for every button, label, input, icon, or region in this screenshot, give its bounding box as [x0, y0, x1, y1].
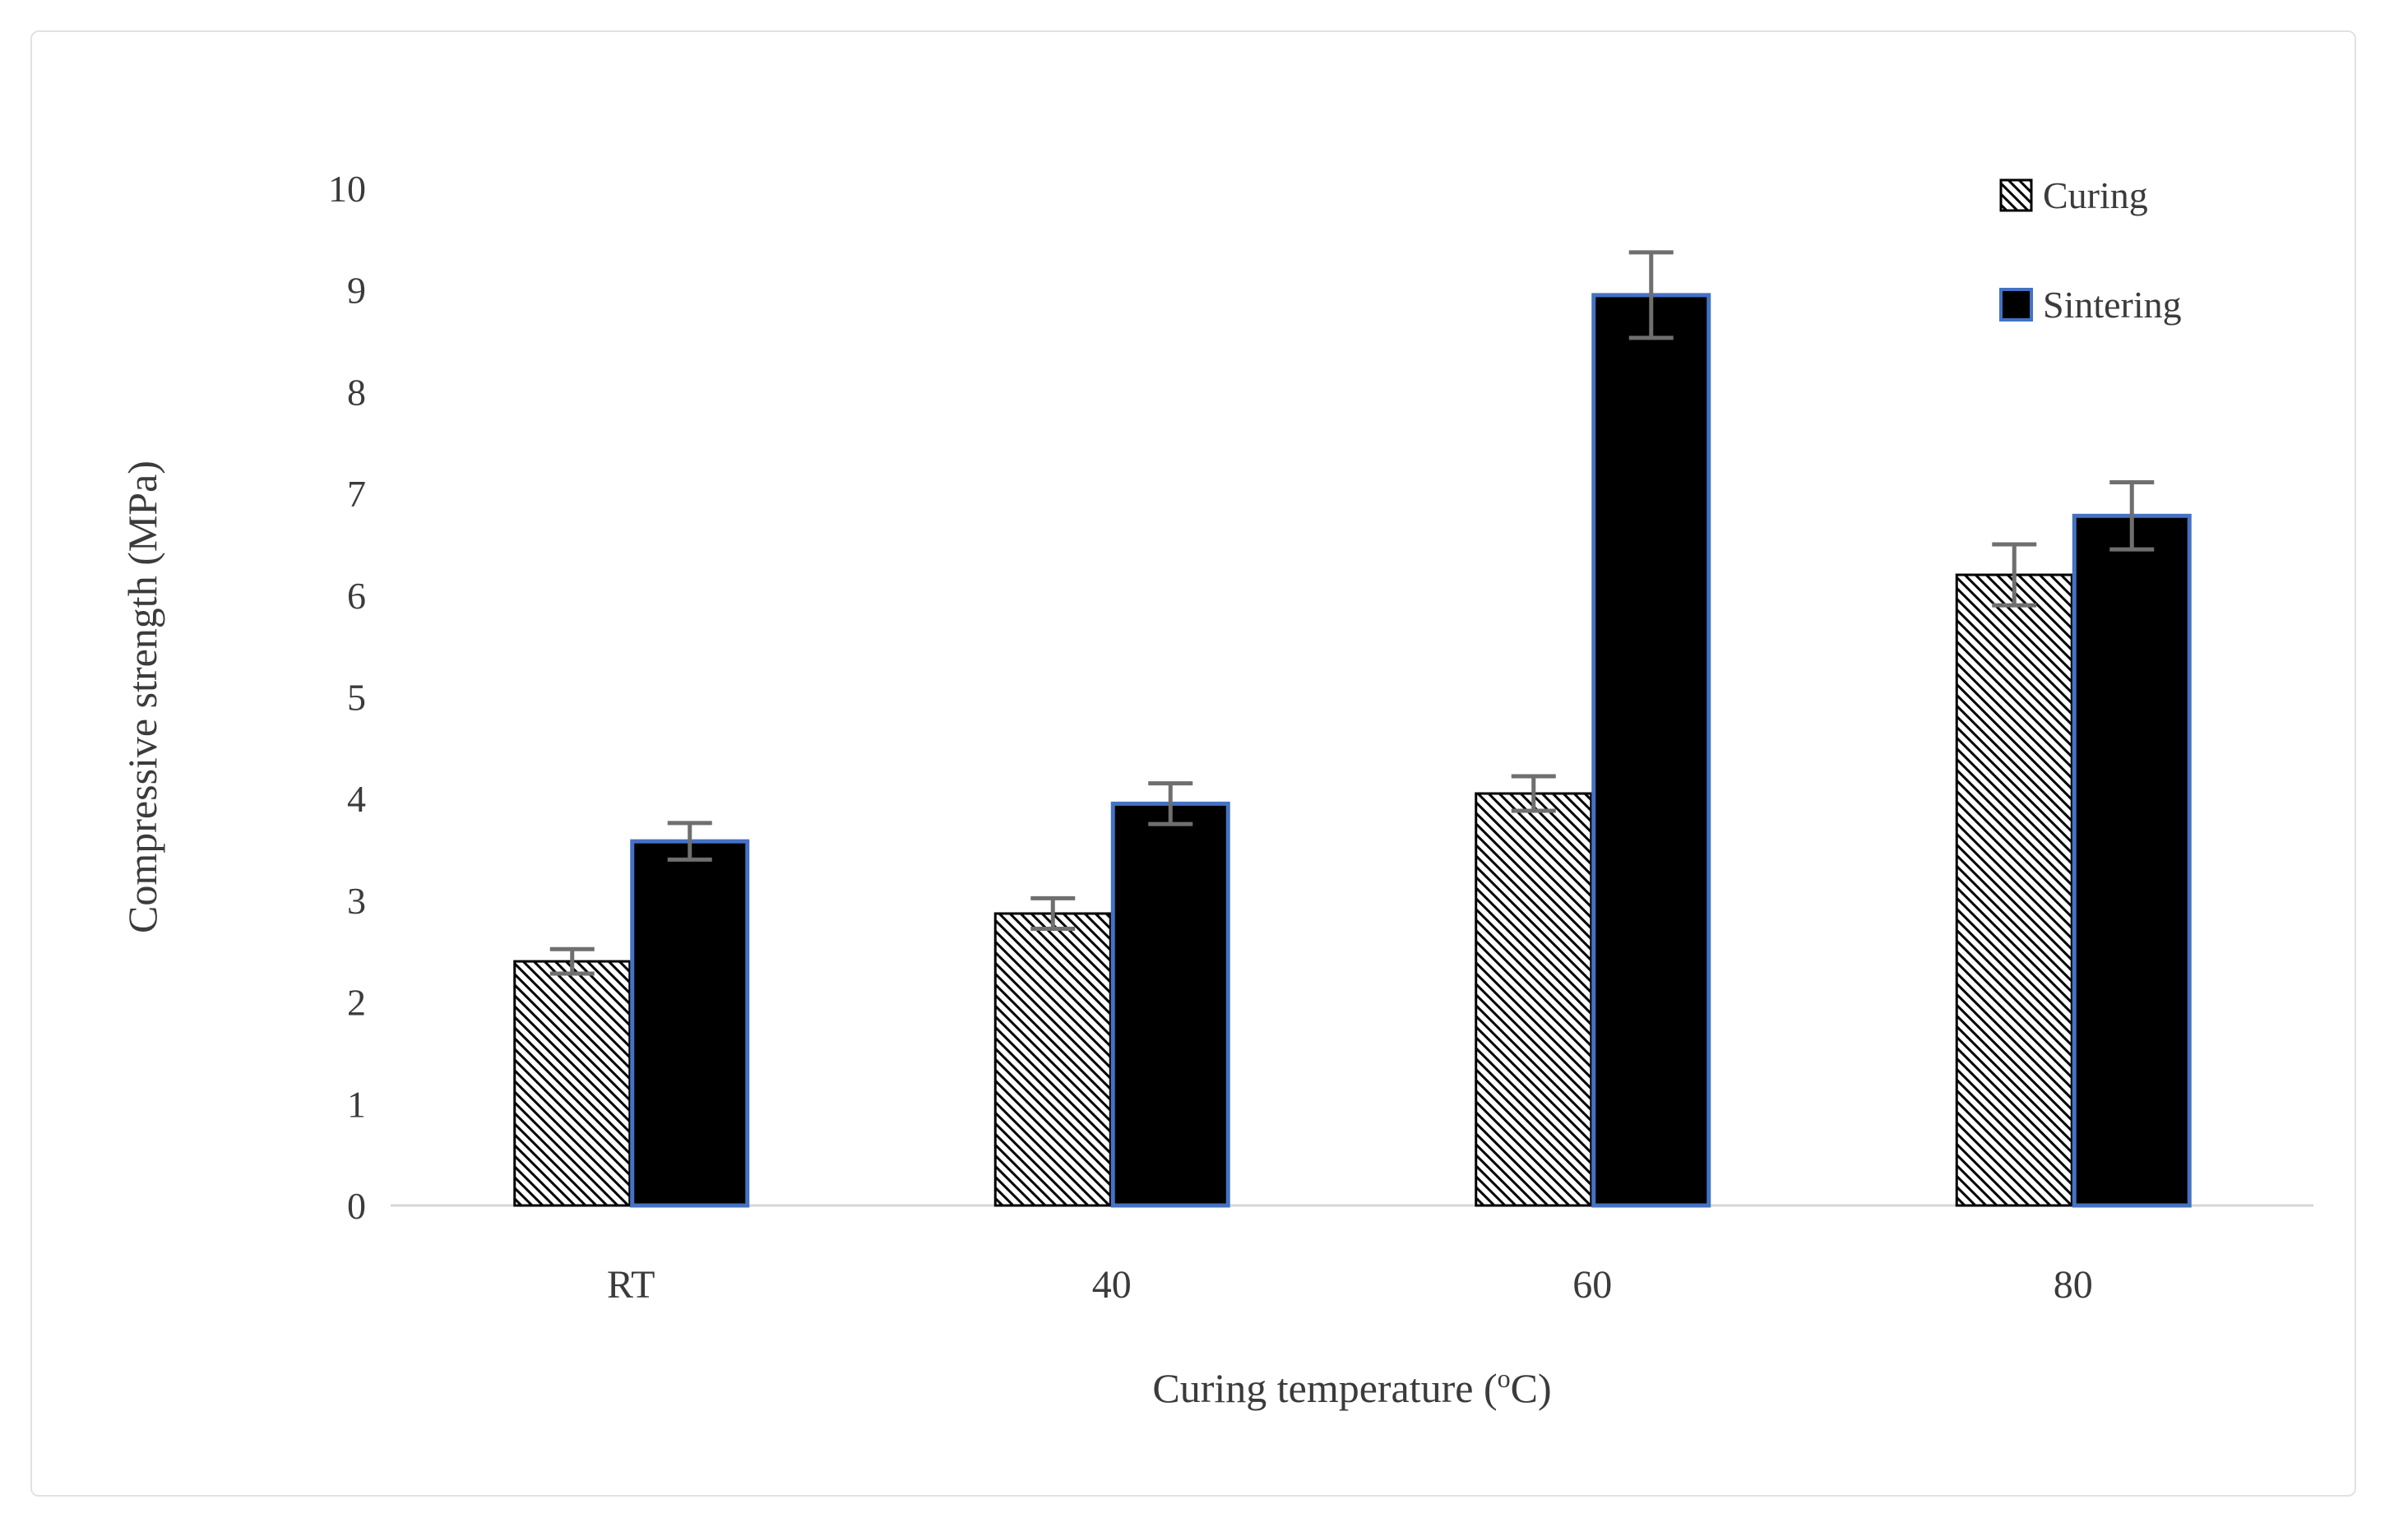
bar-sintering-RT — [630, 839, 750, 1208]
bar-curing-RT — [513, 960, 632, 1207]
bar-sintering-80 — [2072, 513, 2192, 1208]
error-bar-curing-60 — [1511, 774, 1556, 813]
error-bar-sintering-40 — [1148, 781, 1193, 826]
error-bar-curing-40 — [1030, 895, 1076, 932]
x-category-label: 80 — [2054, 1263, 2093, 1307]
error-bar-curing-80 — [1992, 542, 2037, 608]
legend-label-curing: Curing — [2043, 174, 2148, 216]
y-axis-tick-label: 1 — [347, 1083, 366, 1125]
error-bar-sintering-80 — [2109, 479, 2155, 552]
x-category-label: 60 — [1572, 1263, 1612, 1307]
legend-label-sintering: Sintering — [2043, 284, 2182, 326]
legend-swatch-curing — [1999, 178, 2033, 212]
error-bar-sintering-RT — [667, 821, 712, 862]
x-category-label: 40 — [1092, 1263, 1132, 1307]
y-axis-tick-label: 10 — [328, 168, 366, 210]
y-axis-tick-label: 7 — [347, 473, 366, 515]
y-axis-tick-label: 3 — [347, 880, 366, 922]
y-axis-tick-label: 4 — [347, 778, 366, 820]
y-axis-tick-label: 0 — [347, 1185, 366, 1227]
bar-curing-80 — [1955, 573, 2073, 1207]
bar-sintering-40 — [1110, 801, 1230, 1208]
y-axis-tick-label: 2 — [347, 982, 366, 1024]
x-axis-title: Curing temperature (oC) — [1152, 1363, 1551, 1411]
bar-curing-60 — [1475, 792, 1593, 1207]
y-axis-tick-label: 5 — [347, 677, 366, 719]
y-axis-tick-label: 8 — [347, 371, 366, 413]
y-axis-tick-label: 9 — [347, 270, 366, 312]
plot-area: 0 1 2 3 4 5 6 7 8 9 10 Compressive strength (MPa) RT… — [119, 168, 2313, 1411]
legend-swatch-sintering — [1999, 288, 2033, 322]
x-category-label: RT — [607, 1263, 655, 1307]
bar-curing-40 — [993, 912, 1112, 1207]
error-bar-sintering-60 — [1628, 250, 1674, 340]
y-axis-title: Compressive strength (MPa) — [119, 460, 165, 933]
error-bar-curing-RT — [549, 946, 595, 976]
bar-sintering-60 — [1591, 293, 1711, 1208]
y-axis-tick-label: 6 — [347, 575, 366, 617]
